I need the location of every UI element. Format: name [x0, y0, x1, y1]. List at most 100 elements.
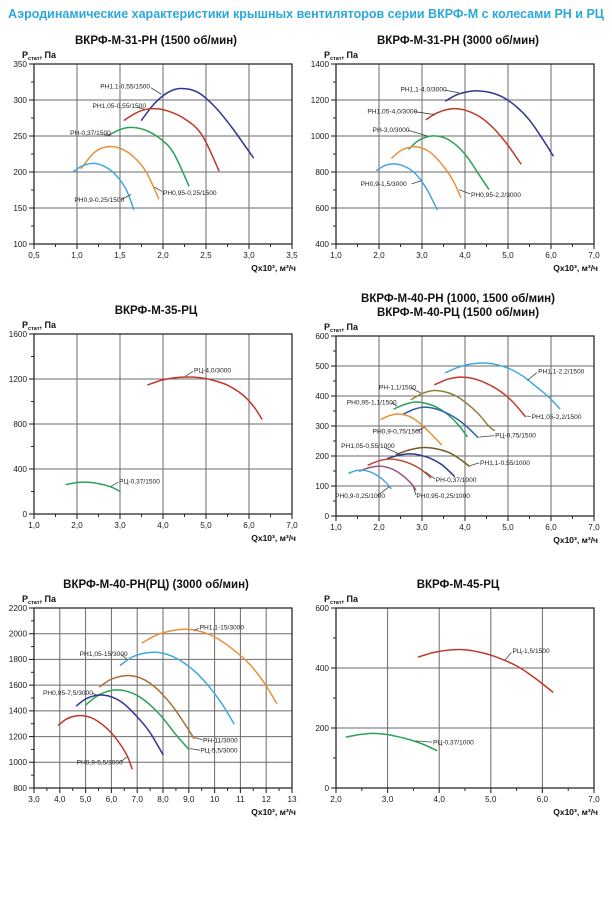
x-axis-label: Qx10³, м³/ч — [251, 263, 296, 273]
chart-svg: 3,0 4,0 5,0 6,0 7,0 8,0 9,0 10 11 12 13 800 1000 1200… — [9, 594, 297, 817]
x-tick-label: 6,0 — [106, 795, 118, 804]
x-tick-label: 5,0 — [485, 795, 497, 804]
series-label-leader — [410, 387, 421, 394]
y-tick-label: 1800 — [9, 655, 28, 664]
x-tick-label: 2,0 — [330, 795, 342, 804]
series-label: РН1,1-15/3000 — [200, 625, 245, 632]
x-axis-label: Qx10³, м³/ч — [553, 535, 598, 545]
y-tick-label: 0 — [324, 784, 329, 793]
series-curve-РН-0,37/1000 — [367, 458, 432, 479]
y-tick-label: 1400 — [9, 707, 28, 716]
x-axis-label: Qx10³, м³/ч — [553, 807, 598, 817]
series-label-leader — [137, 106, 146, 110]
series-label-leader — [383, 446, 400, 455]
series-label-leader — [413, 487, 417, 496]
x-tick-label: 2,5 — [200, 251, 212, 260]
x-tick-label: 0,5 — [28, 251, 40, 260]
y-tick-label: 800 — [13, 784, 27, 793]
series-curve-РН-3,0/3000 — [408, 135, 490, 190]
series-label-leader — [414, 111, 435, 115]
series-label-leader — [479, 435, 495, 438]
y-tick-label: 400 — [315, 664, 329, 673]
chart-title: ВКРФ-М-31-РН (3000 об/мин) — [377, 35, 539, 47]
x-tick-label: 2,0 — [373, 523, 385, 532]
series-label-leader — [425, 471, 436, 480]
series-label: РН1,05-0,55/1500 — [92, 103, 146, 110]
chart-block-6: ВКРФ-М-45-РЦ 2,0 3,0 4,0 5,0 6,0 7,0 0 200 400 600… — [310, 578, 606, 826]
series-label-leader — [377, 486, 390, 496]
series-curve-РН-11/3000 — [99, 674, 195, 740]
x-tick-label: 13 — [287, 795, 297, 804]
chart-title: ВКРФ-М-40-РЦ (1500 об/мин) — [376, 307, 540, 319]
y-tick-label: 400 — [315, 240, 329, 249]
y-tick-label: 600 — [315, 604, 329, 613]
plot-border — [335, 607, 595, 789]
series-label-leader — [458, 189, 471, 195]
x-tick-label: 7,0 — [588, 251, 600, 260]
x-tick-label: 7,0 — [588, 795, 600, 804]
x-tick-label: 1,0 — [28, 521, 40, 530]
x-tick-label: 5,0 — [200, 521, 212, 530]
series-curve-РН0,95-7,5/3000 — [75, 694, 164, 756]
y-tick-label: 800 — [315, 168, 329, 177]
series-label-leader — [411, 180, 422, 185]
y-tick-label: 400 — [315, 392, 329, 401]
chart-svg: 1,0 2,0 3,0 4,0 5,0 6,0 7,0 400 600 800 1000 1200 14… — [311, 50, 600, 273]
series-label-leader — [504, 652, 512, 661]
y-tick-label: 1000 — [9, 758, 28, 767]
chart-svg: 0,5 1,0 1,5 2,0 2,5 3,0 3,5 100 150 200 250 300 350P… — [13, 50, 298, 273]
series-curve-РН-1,1/1500 — [410, 389, 495, 432]
y-tick-label: 600 — [315, 332, 329, 341]
x-tick-label: 2,0 — [71, 521, 83, 530]
series-curve-РЦ-0,75/1500 — [401, 406, 479, 439]
x-tick-label: 7,0 — [588, 523, 600, 532]
series-label: РН0,95-7,5/3000 — [43, 690, 93, 697]
x-tick-label: 6,0 — [243, 521, 255, 530]
series-label-leader — [444, 89, 460, 94]
x-tick-label: 3,0 — [416, 523, 428, 532]
series-label: РН1,05-0,55/1000 — [341, 443, 395, 450]
x-tick-label: 4,0 — [434, 795, 446, 804]
series-curve-РН0,95-0,25/1000 — [358, 465, 417, 491]
y-axis-label: Pстат, Па — [22, 50, 57, 62]
x-tick-label: 3,0 — [382, 795, 394, 804]
series-label: РН-11/3000 — [203, 737, 238, 744]
series-curve-РН1,1-4,0/3000 — [444, 90, 554, 157]
series-label-leader — [470, 462, 480, 466]
y-tick-label: 600 — [315, 204, 329, 213]
x-tick-label: 7,0 — [286, 521, 298, 530]
series-curve-РН0,9-0,25/1000 — [348, 469, 392, 490]
x-tick-label: 3,0 — [28, 795, 40, 804]
x-axis-label: Qx10³, м³/ч — [251, 533, 296, 543]
y-tick-label: 400 — [13, 465, 27, 474]
x-tick-label: 6,0 — [545, 523, 557, 532]
y-axis-label: Pстат, Па — [22, 320, 57, 332]
x-tick-label: 2,0 — [373, 251, 385, 260]
chart-block-3: ВКРФ-М-35-РЦ 1,0 2,0 3,0 4,0 5,0 6,0 7,0 0 400 800… — [8, 304, 304, 552]
series-label: РН0,9-1,5/3000 — [361, 181, 408, 188]
series-curve-РН0,9-0,75/1500 — [380, 413, 443, 446]
series-label: РЦ-1,5/1500 — [512, 648, 549, 655]
x-tick-label: 1,0 — [330, 251, 342, 260]
x-tick-label: 1,0 — [330, 523, 342, 532]
series-label-leader — [194, 737, 203, 741]
x-tick-label: 6,0 — [537, 795, 549, 804]
y-tick-label: 0 — [22, 510, 27, 519]
series-curve-РН1,05-0,55/1000 — [386, 453, 455, 477]
series-label: РН1,05-2,2/1500 — [532, 414, 582, 421]
series-label: РН1,1-0,55/1000 — [480, 460, 530, 467]
page-title: Аэродинамические характеристики крышных … — [8, 7, 604, 21]
series-curve-РН1,1-0,55/1000 — [395, 446, 471, 467]
series-curve-РЦ-5,5/3000 — [84, 689, 190, 751]
series-label-leader — [150, 87, 162, 95]
series-label: РН0,95-0,25/1000 — [416, 493, 470, 500]
y-tick-label: 800 — [13, 420, 27, 429]
x-tick-label: 3,0 — [416, 251, 428, 260]
y-axis-label: Pстат, Па — [324, 50, 359, 62]
series-label-leader — [415, 426, 425, 432]
series-label-leader — [110, 481, 119, 487]
y-tick-label: 300 — [315, 422, 329, 431]
series-label-leader — [415, 740, 433, 743]
series-label: РН0,9-0,75/1500 — [373, 428, 423, 435]
